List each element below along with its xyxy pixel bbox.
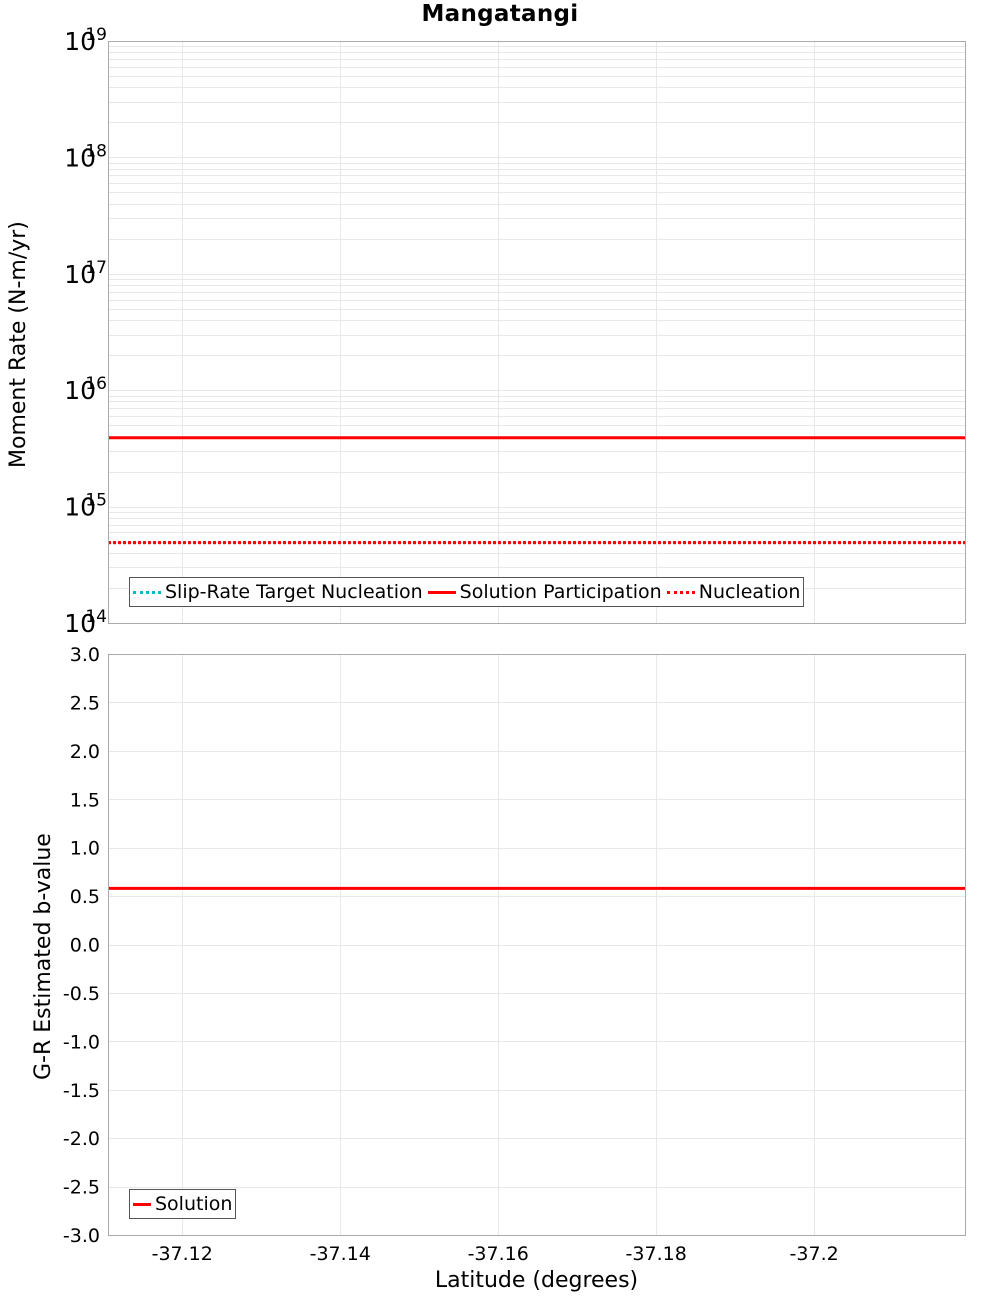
svg-text:10: 10 [64,609,96,638]
top-plot-frame [108,41,966,624]
svg-text:1.0: 1.0 [70,838,100,860]
svg-text:3.0: 3.0 [70,644,100,666]
legend-label: Solution [155,1193,233,1215]
legend-item-solution: Solution [133,1193,232,1215]
svg-text:17: 17 [85,258,107,278]
svg-text:-1.0: -1.0 [63,1031,100,1053]
svg-text:-2.0: -2.0 [63,1128,100,1150]
series-lines [108,436,965,890]
svg-text:-37.16: -37.16 [468,1243,529,1265]
svg-text:-0.5: -0.5 [63,983,100,1005]
svg-text:19: 19 [85,25,107,45]
x-axis-label: Latitude (degrees) [434,1268,639,1293]
svg-text:-1.5: -1.5 [63,1080,100,1102]
legend-label: Solution Participation [459,581,662,603]
bottom-plot-legend: Solution [129,1189,237,1219]
svg-text:2.0: 2.0 [70,741,100,763]
svg-text:-37.18: -37.18 [626,1243,687,1265]
svg-text:14: 14 [85,607,107,627]
svg-text:16: 16 [85,374,107,394]
legend-item-slip-rate-target: Slip-Rate Target Nucleation [133,581,423,603]
svg-text:15: 15 [85,491,107,511]
bottom-y-tick-labels: 3.0 2.5 2.0 1.5 1.0 0.5 0.0 -0.5 -1.0 -1.5 -2.0 -2.… [63,644,100,1247]
svg-text:10: 10 [64,27,96,56]
top-y-axis-label: Moment Rate (N-m/yr) [6,221,31,468]
x-tick-labels: -37.12 -37.14 -37.16 -37.18 -37.2 [152,1243,839,1265]
legend-swatch-dotted-cyan-icon [133,590,161,594]
svg-text:10: 10 [64,376,96,405]
legend-swatch-solid-red-icon [427,590,456,594]
svg-text:-2.5: -2.5 [63,1177,100,1199]
bottom-plot-frame [108,654,966,1236]
svg-text:10: 10 [64,143,96,172]
bottom-y-axis-label: G-R Estimated b-value [31,833,56,1080]
legend-item-solution-participation: Solution Participation [427,581,662,603]
legend-label: Nucleation [698,581,801,603]
svg-text:2.5: 2.5 [70,692,100,714]
top-plot-legend: Slip-Rate Target Nucleation Solution Par… [129,577,805,607]
svg-text:0.5: 0.5 [70,886,100,908]
svg-text:1.5: 1.5 [70,789,100,811]
legend-item-nucleation: Nucleation [666,581,801,603]
bottom-plot-grid [108,654,965,1236]
svg-text:10: 10 [64,260,96,289]
legend-swatch-solid-red-icon [133,1202,151,1206]
legend-swatch-dotted-red-icon [666,590,695,594]
svg-text:-37.14: -37.14 [310,1243,371,1265]
legend-label: Slip-Rate Target Nucleation [165,581,423,603]
svg-text:10: 10 [64,493,96,522]
svg-text:-37.12: -37.12 [152,1243,213,1265]
svg-text:-3.0: -3.0 [63,1225,100,1247]
svg-text:-37.2: -37.2 [790,1243,839,1265]
svg-text:0.0: 0.0 [70,935,100,957]
svg-text:18: 18 [85,141,107,161]
chart-title: Mangatangi [421,1,579,27]
top-plot-grid [108,41,965,624]
